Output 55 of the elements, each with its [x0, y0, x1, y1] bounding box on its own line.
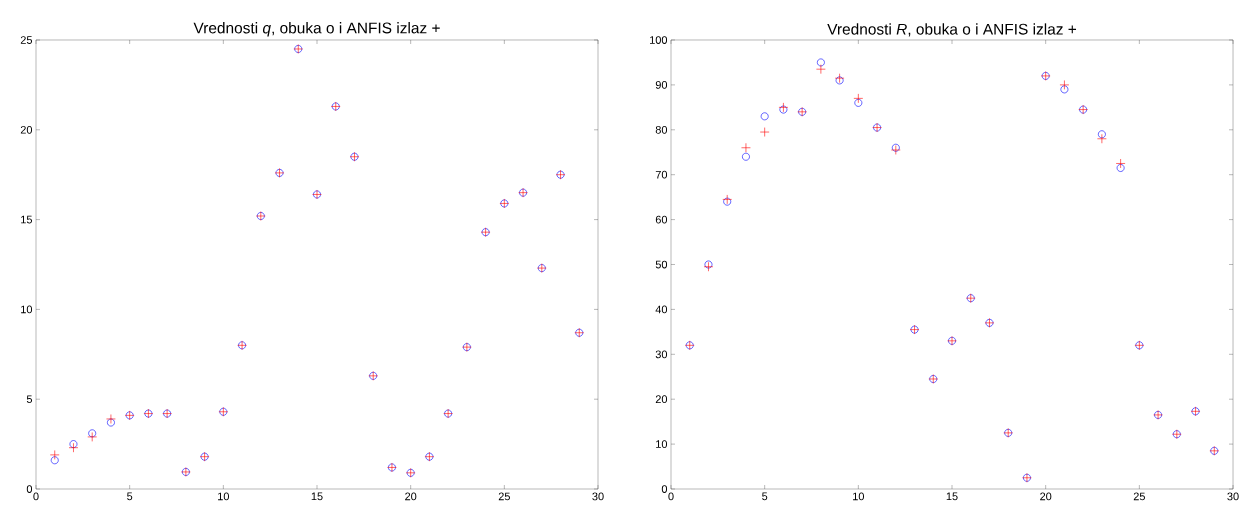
point: [68, 442, 79, 453]
point: [1097, 130, 1106, 139]
point: [1059, 80, 1070, 90]
point: [1060, 85, 1069, 94]
point: [69, 440, 78, 448]
x-tick-label: 20: [1040, 492, 1052, 501]
x-tick-label: 20: [405, 492, 417, 501]
point: [106, 414, 116, 424]
point: [1116, 164, 1125, 172]
point: [854, 98, 863, 107]
y-tick-label: 60: [655, 215, 668, 224]
y-tick-label: 90: [655, 81, 668, 89]
y-tick-label: 5: [26, 395, 33, 404]
y-tick-label: 10: [21, 305, 33, 314]
y-tick-label: 15: [21, 215, 33, 224]
x-tick-label: 30: [592, 492, 604, 501]
point: [88, 429, 97, 438]
y-tick-label: 0: [661, 485, 668, 493]
x-tick-label: 0: [33, 492, 39, 501]
x-tick-label: 5: [762, 492, 768, 501]
y-tick-label: 20: [655, 395, 668, 404]
x-tick-label: 0: [668, 492, 674, 501]
point: [87, 432, 97, 442]
point: [107, 418, 115, 427]
y-tick-label: 100: [650, 36, 668, 44]
y-tick-label: 0: [26, 485, 33, 493]
y-tick-label: 50: [655, 260, 668, 269]
x-tick-label: 15: [311, 492, 323, 501]
x-tick-label: 10: [218, 492, 229, 501]
x-tick-label: 25: [498, 492, 510, 501]
x-tick-label: 25: [1133, 492, 1145, 501]
y-tick-label: 20: [20, 125, 33, 134]
y-tick-label: 70: [655, 170, 668, 179]
point: [760, 112, 769, 121]
chart-title: Vrednosti q, obuka o i ANFIS izlaz +: [193, 22, 440, 37]
x-tick-label: 5: [127, 492, 133, 501]
y-tick-label: 80: [655, 125, 668, 134]
point: [816, 58, 825, 67]
point: [741, 142, 751, 153]
point: [49, 450, 60, 460]
y-tick-label: 10: [656, 440, 668, 448]
y-tick-label: 25: [20, 36, 33, 44]
x-tick-label: 10: [853, 492, 864, 501]
point: [759, 127, 770, 137]
y-tick-label: 40: [655, 305, 668, 314]
point: [742, 152, 750, 161]
point: [853, 93, 864, 104]
point: [1115, 158, 1126, 169]
x-tick-label: 15: [946, 492, 958, 501]
x-tick-label: 30: [1227, 492, 1239, 501]
chart-title: Vrednosti R, obuka o i ANFIS izlaz +: [827, 23, 1077, 37]
point: [50, 456, 59, 465]
point: [816, 64, 826, 74]
point: [1097, 133, 1107, 144]
y-tick-label: 30: [655, 350, 668, 359]
